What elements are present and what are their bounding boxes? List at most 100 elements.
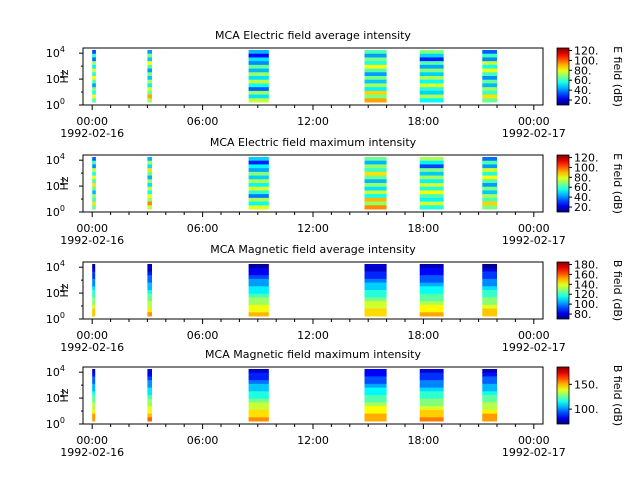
data-segment: [92, 157, 96, 210]
x-tick-label: 18:00: [408, 222, 440, 235]
colorbar: [556, 366, 570, 425]
colorbar-label: B field (dB): [611, 365, 624, 426]
data-segment: [147, 157, 152, 210]
x-tick-label: 00:00: [76, 115, 108, 128]
x-tick-label: 06:00: [187, 115, 219, 128]
data-segment: [482, 369, 497, 422]
colorbar-tick-label: 120.: [574, 44, 599, 57]
panel-title: MCA Magnetic field maximum intensity: [205, 348, 421, 361]
colorbar-tick-label: 100.: [574, 54, 599, 67]
x-date-label: 1992-02-16: [60, 127, 124, 140]
y-axis-label: Hz: [58, 69, 71, 83]
colorbar-tick-label: 100.: [574, 403, 599, 416]
colorbar-tick-label: 60.: [574, 181, 592, 194]
panel-1: MCA Electric field average intensity 100 1…: [46, 29, 624, 140]
panel-4: MCA Magnetic field maximum intensity 100 1…: [46, 348, 624, 459]
x-tick-label: 12:00: [297, 222, 329, 235]
data-segment: [147, 50, 152, 103]
x-tick-label: 12:00: [297, 434, 329, 447]
data-segment: [92, 50, 96, 103]
data-segment: [482, 264, 497, 317]
y-tick-label: 104: [46, 364, 65, 379]
colorbar-label: E field (dB): [611, 153, 624, 214]
data-segment: [92, 369, 96, 422]
y-axis-label: Hz: [58, 283, 71, 297]
data-segment: [248, 369, 269, 422]
x-date-label: 1992-02-16: [60, 341, 124, 354]
data-segment: [364, 157, 387, 210]
data-segment: [419, 157, 444, 210]
data-segment: [147, 264, 152, 317]
colorbar-tick-label: 40.: [574, 191, 592, 204]
data-segment: [248, 264, 269, 317]
x-date-label: 1992-02-17: [502, 341, 566, 354]
panel-title: MCA Electric field maximum intensity: [210, 136, 417, 149]
colorbar-tick-label: 140.: [574, 278, 599, 291]
colorbar-tick-label: 160.: [574, 268, 599, 281]
y-axis-label: Hz: [58, 388, 71, 402]
data-segment: [248, 157, 269, 210]
colorbar: [556, 154, 570, 213]
colorbar-tick-label: 20.: [574, 201, 592, 214]
colorbar-label: B field (dB): [611, 260, 624, 321]
colorbar-tick-label: 150.: [574, 378, 599, 391]
colorbar-tick-label: 20.: [574, 94, 592, 107]
colorbar-tick-label: 120.: [574, 288, 599, 301]
x-tick-label: 00:00: [76, 329, 108, 342]
x-date-label: 1992-02-17: [502, 127, 566, 140]
x-date-label: 1992-02-17: [502, 234, 566, 247]
x-tick-label: 00:00: [518, 222, 550, 235]
data-segment: [364, 264, 387, 317]
x-tick-label: 18:00: [408, 434, 440, 447]
y-tick-label: 104: [46, 259, 65, 274]
colorbar-label: E field (dB): [611, 46, 624, 107]
colorbar-tick-label: 100.: [574, 298, 599, 311]
y-tick-label: 104: [46, 45, 65, 60]
x-tick-label: 00:00: [518, 434, 550, 447]
x-tick-label: 00:00: [76, 222, 108, 235]
data-segment: [364, 369, 387, 422]
colorbar-tick-label: 80.: [574, 64, 592, 77]
panel-title: MCA Magnetic field average intensity: [210, 243, 416, 256]
colorbar-tick-label: 180.: [574, 258, 599, 271]
data-segment: [419, 50, 444, 103]
x-tick-label: 06:00: [187, 329, 219, 342]
colorbar-tick-label: 120.: [574, 151, 599, 164]
panel-title: MCA Electric field average intensity: [215, 29, 411, 42]
y-tick-label: 104: [46, 152, 65, 167]
data-segment: [419, 264, 444, 317]
x-tick-label: 00:00: [76, 434, 108, 447]
x-tick-label: 12:00: [297, 329, 329, 342]
colorbar-tick-label: 80.: [574, 308, 592, 321]
panel-2: MCA Electric field maximum intensity 100 1…: [46, 136, 624, 247]
y-tick-label: 100: [46, 97, 65, 112]
x-date-label: 1992-02-16: [60, 446, 124, 459]
y-axis-label: Hz: [58, 176, 71, 190]
colorbar-tick-label: 100.: [574, 161, 599, 174]
data-segment: [147, 369, 152, 422]
colorbar-tick-label: 40.: [574, 84, 592, 97]
y-tick-label: 100: [46, 311, 65, 326]
colorbar-tick-label: 60.: [574, 74, 592, 87]
x-tick-label: 00:00: [518, 329, 550, 342]
x-tick-label: 12:00: [297, 115, 329, 128]
data-segment: [92, 264, 96, 317]
x-date-label: 1992-02-17: [502, 446, 566, 459]
colorbar: [556, 261, 570, 320]
x-date-label: 1992-02-16: [60, 234, 124, 247]
data-segment: [248, 50, 269, 103]
x-tick-label: 18:00: [408, 115, 440, 128]
x-tick-label: 00:00: [518, 115, 550, 128]
colorbar: [556, 47, 570, 106]
data-segment: [482, 50, 497, 103]
y-tick-label: 100: [46, 416, 65, 431]
y-tick-label: 100: [46, 204, 65, 219]
x-tick-label: 06:00: [187, 434, 219, 447]
x-tick-label: 06:00: [187, 222, 219, 235]
colorbar-tick-label: 80.: [574, 171, 592, 184]
panel-3: MCA Magnetic field average intensity 100 1…: [46, 243, 624, 354]
x-tick-label: 18:00: [408, 329, 440, 342]
data-segment: [482, 157, 497, 210]
data-segment: [364, 50, 387, 103]
